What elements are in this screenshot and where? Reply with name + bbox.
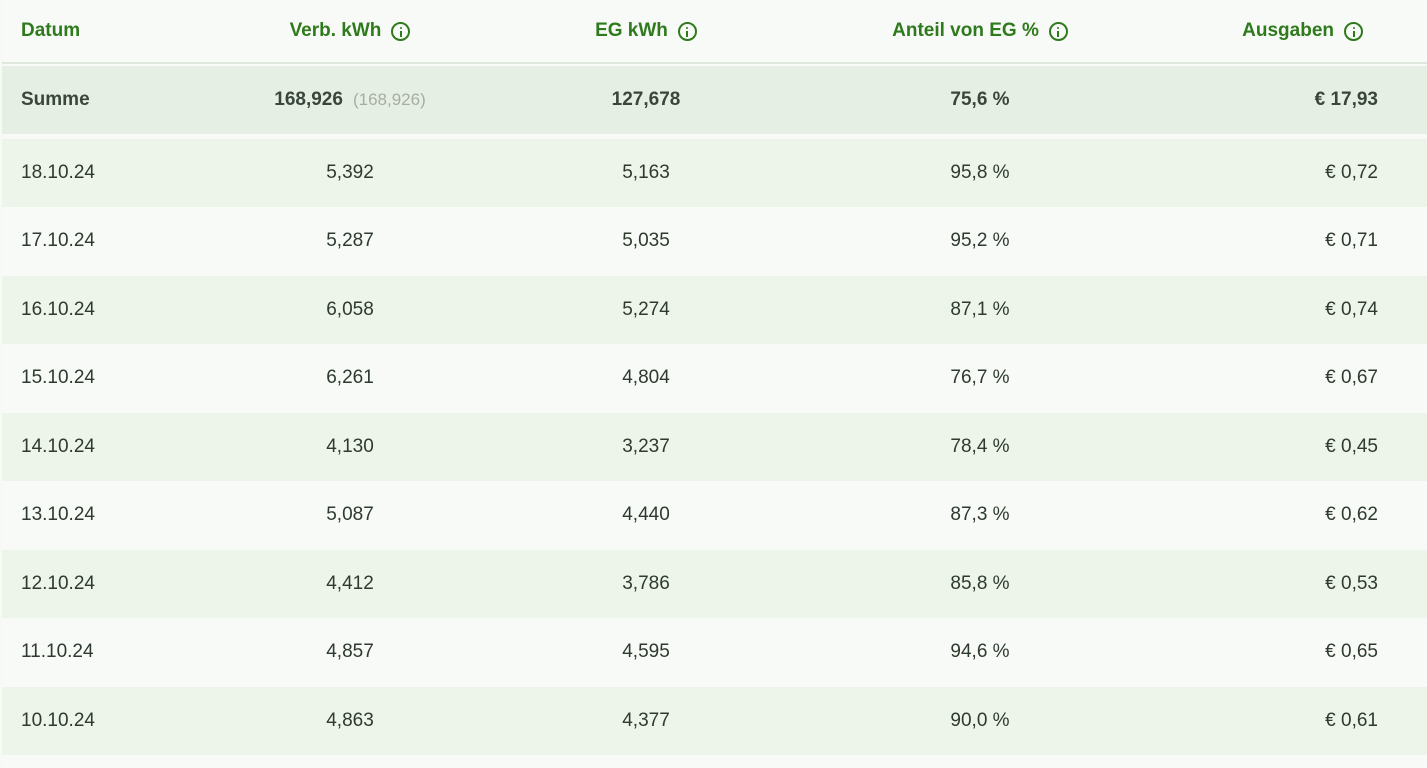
info-icon[interactable] [1048, 21, 1068, 41]
row-eg-kwh: 4,595 [622, 641, 670, 662]
row-date: 12.10.24 [21, 573, 95, 594]
header-ausgaben-label: Ausgaben [1242, 20, 1334, 41]
row-eg-kwh: 3,237 [622, 436, 670, 457]
row-eg-kwh: 5,163 [622, 162, 670, 183]
info-icon[interactable] [391, 21, 411, 41]
row-verb-kwh: 4,857 [326, 641, 374, 662]
header-ausgaben[interactable]: Ausgaben [1242, 0, 1363, 62]
row-anteil: 87,3 % [950, 504, 1010, 525]
info-icon[interactable] [1344, 21, 1363, 41]
row-eg-kwh: 5,035 [622, 230, 670, 251]
header-date[interactable]: Datum [21, 0, 80, 62]
row-date: 18.10.24 [21, 162, 95, 183]
table-row: 12.10.24 4,412 3,786 85,8 % € 0,53 [2, 550, 1427, 618]
row-verb-kwh: 5,392 [326, 162, 374, 183]
row-eg-kwh: 3,786 [622, 573, 670, 594]
row-date: 16.10.24 [21, 299, 95, 320]
row-verb-kwh: 4,130 [326, 436, 374, 457]
row-verb-kwh: 4,412 [326, 573, 374, 594]
summary-eg-kwh: 127,678 [611, 89, 681, 110]
summary-verb-kwh: 168,926 (168,926) [202, 66, 498, 134]
row-ausgaben: € 0,72 [1325, 162, 1378, 183]
row-verb-kwh: 5,287 [326, 230, 374, 251]
row-date: 13.10.24 [21, 504, 95, 525]
row-verb-kwh: 5,087 [326, 504, 374, 525]
table-row: 17.10.24 5,287 5,035 95,2 % € 0,71 [2, 207, 1427, 275]
row-ausgaben: € 0,65 [1325, 641, 1378, 662]
row-ausgaben: € 0,61 [1325, 710, 1378, 731]
row-verb-kwh: 4,863 [326, 710, 374, 731]
header-anteil[interactable]: Anteil von EG % [832, 0, 1128, 62]
row-anteil: 78,4 % [950, 436, 1010, 457]
row-ausgaben: € 0,67 [1325, 367, 1378, 388]
header-verb-kwh[interactable]: Verb. kWh [202, 0, 498, 62]
row-date: 14.10.24 [21, 436, 95, 457]
row-verb-kwh: 6,261 [326, 367, 374, 388]
row-anteil: 94,6 % [950, 641, 1010, 662]
table-header: Datum Verb. kWh EG kWh Anteil von EG % A… [2, 0, 1427, 64]
row-date: 17.10.24 [21, 230, 95, 251]
table-row: 18.10.24 5,392 5,163 95,8 % € 0,72 [2, 139, 1427, 207]
row-anteil: 95,2 % [950, 230, 1010, 251]
row-eg-kwh: 4,440 [622, 504, 670, 525]
row-date: 10.10.24 [21, 710, 95, 731]
row-date: 11.10.24 [21, 641, 94, 662]
row-ausgaben: € 0,74 [1325, 299, 1378, 320]
row-eg-kwh: 5,274 [622, 299, 670, 320]
header-eg-kwh-label: EG kWh [595, 20, 668, 41]
table-row: 13.10.24 5,087 4,440 87,3 % € 0,62 [2, 481, 1427, 549]
table-row: 11.10.24 4,857 4,595 94,6 % € 0,65 [2, 618, 1427, 686]
row-anteil: 76,7 % [950, 367, 1010, 388]
row-ausgaben: € 0,71 [1325, 230, 1378, 251]
row-ausgaben: € 0,45 [1325, 436, 1378, 457]
info-icon[interactable] [677, 21, 697, 41]
table-row: 10.10.24 4,863 4,377 90,0 % € 0,61 [2, 687, 1427, 755]
summary-anteil: 75,6 % [950, 89, 1010, 110]
row-verb-kwh: 6,058 [326, 299, 374, 320]
summary-verb-kwh-value: 168,926 [274, 89, 343, 110]
row-eg-kwh: 4,377 [622, 710, 670, 731]
summary-row: Summe 168,926 (168,926) 127,678 75,6 % €… [2, 66, 1427, 134]
row-anteil: 87,1 % [950, 299, 1010, 320]
row-anteil: 95,8 % [950, 162, 1010, 183]
header-verb-kwh-label: Verb. kWh [289, 20, 382, 41]
row-ausgaben: € 0,53 [1325, 573, 1378, 594]
table-row: 16.10.24 6,058 5,274 87,1 % € 0,74 [2, 276, 1427, 344]
table-row: 15.10.24 6,261 4,804 76,7 % € 0,67 [2, 344, 1427, 412]
header-date-label: Datum [21, 20, 81, 41]
row-eg-kwh: 4,804 [622, 367, 670, 388]
row-ausgaben: € 0,62 [1325, 504, 1378, 525]
row-date: 15.10.24 [21, 367, 95, 388]
header-anteil-label: Anteil von EG % [892, 20, 1039, 41]
row-anteil: 90,0 % [950, 710, 1010, 731]
summary-label: Summe [21, 89, 90, 110]
header-eg-kwh[interactable]: EG kWh [498, 0, 794, 62]
table-row: 14.10.24 4,130 3,237 78,4 % € 0,45 [2, 413, 1427, 481]
summary-ausgaben: € 17,93 [1314, 89, 1378, 110]
row-anteil: 85,8 % [950, 573, 1010, 594]
summary-verb-kwh-sub: (168,926) [352, 90, 426, 109]
